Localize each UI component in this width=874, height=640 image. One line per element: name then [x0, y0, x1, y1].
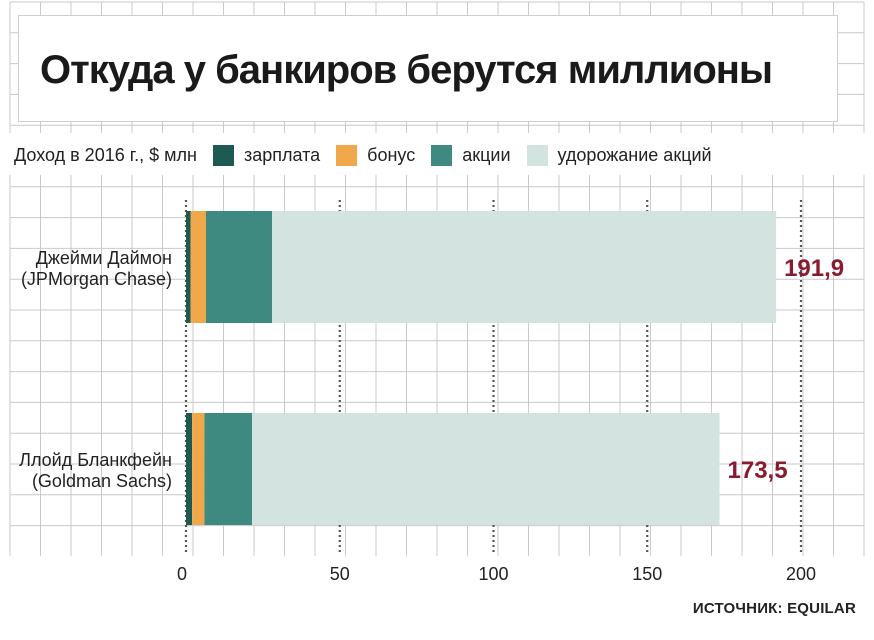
total-value-label: 191,9 [784, 255, 844, 282]
x-tick-label: 100 [478, 564, 508, 584]
legend: Доход в 2016 г., $ млн зарплата бонус ак… [14, 140, 728, 170]
legend-item-stock: акции [431, 144, 511, 166]
legend-item-salary: зарплата [212, 144, 321, 166]
category-label: (JPMorgan Chase) [21, 269, 172, 289]
legend-label-stock: акции [462, 144, 511, 165]
x-tick-label: 150 [632, 564, 662, 584]
legend-label-salary: зарплата [243, 144, 321, 165]
bar-segment-stock [205, 211, 273, 323]
category-label: (Goldman Sachs) [32, 471, 172, 491]
x-tick-label: 200 [786, 564, 816, 584]
legend-swatch-salary [212, 144, 234, 166]
bar-segment-bonus [192, 413, 205, 525]
legend-item-bonus: бонус [336, 144, 416, 166]
bar-segment-appreciation [272, 211, 777, 323]
legend-item-appreciation: удорожание акций [526, 144, 712, 166]
x-tick-label: 0 [177, 564, 187, 584]
legend-swatch-bonus [336, 144, 358, 166]
bar-segment-salary [186, 211, 191, 323]
category-label: Ллойд Бланкфейн [19, 450, 172, 470]
legend-swatch-stock [431, 144, 453, 166]
bar-segment-stock [204, 413, 253, 525]
total-value-label: 173,5 [728, 457, 788, 484]
category-label: Джейми Даймон [36, 248, 172, 268]
legend-title: Доход в 2016 г., $ млн [14, 144, 197, 165]
legend-label-bonus: бонус [367, 144, 416, 165]
bar-segment-appreciation [252, 413, 720, 525]
legend-label-appreciation: удорожание акций [557, 144, 712, 165]
source-note: ИСТОЧНИК: EQUILAR [692, 600, 856, 617]
chart-title: Откуда у банкиров берутся миллионы [40, 48, 773, 92]
legend-swatch-appreciation [526, 144, 548, 166]
bar-segment-salary [186, 413, 193, 525]
bar-segment-bonus [190, 211, 206, 323]
x-tick-label: 50 [330, 564, 350, 584]
title-panel [18, 15, 838, 122]
